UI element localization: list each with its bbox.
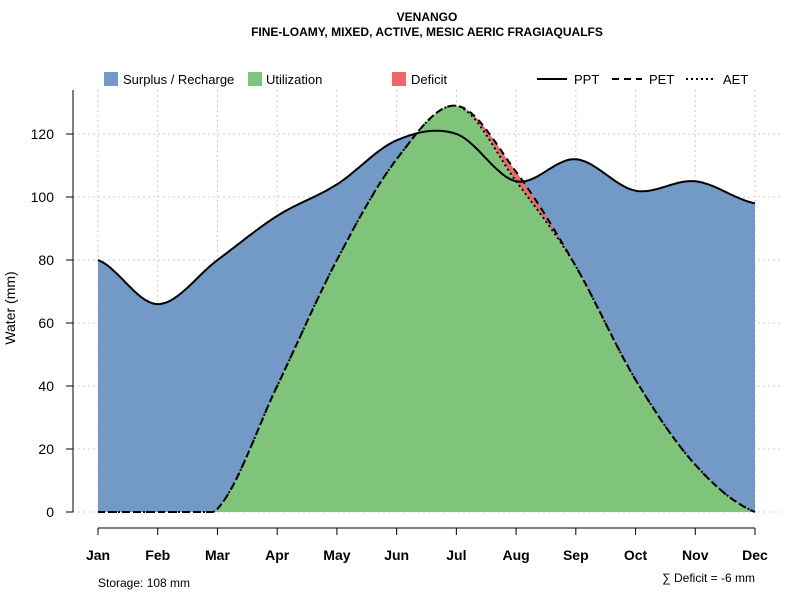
x-tick-labels: Jan Feb Mar Apr May Jun Jul Aug Sep Oct Nov Dec	[86, 547, 768, 563]
chart-subtitle: FINE-LOAMY, MIXED, ACTIVE, MESIC AERIC F…	[251, 25, 603, 39]
y-axis-label: Water (mm)	[2, 271, 18, 344]
ppt-line	[97, 129, 756, 306]
pet-line	[98, 104, 756, 513]
x-tick-label-apr: Apr	[265, 547, 290, 563]
x-tick-label-jun: Jun	[384, 547, 409, 563]
x-tick-label-sep: Sep	[563, 547, 589, 563]
legend-label-surplus: Surplus / Recharge	[123, 72, 234, 87]
x-tick-label-dec: Dec	[742, 547, 768, 563]
y-tick-label-1: 20	[38, 441, 54, 457]
x-tick-label-may: May	[323, 547, 350, 563]
x-tick-label-feb: Feb	[145, 547, 170, 563]
legend: Surplus / Recharge Utilization Deficit P…	[104, 72, 748, 87]
legend-label-utilization: Utilization	[266, 72, 322, 87]
y-tick-label-4: 80	[38, 252, 54, 268]
legend-swatch-utilization	[248, 72, 262, 86]
legend-label-aet: AET	[723, 72, 748, 87]
axes	[66, 90, 756, 535]
y-tick-label-0: 0	[46, 504, 54, 520]
x-tick-label-aug: Aug	[502, 547, 529, 563]
x-tick-label-oct: Oct	[624, 547, 648, 563]
storage-annotation: Storage: 108 mm	[98, 576, 190, 590]
legend-label-ppt: PPT	[574, 72, 599, 87]
x-tick-label-nov: Nov	[682, 547, 709, 563]
x-tick-label-mar: Mar	[205, 547, 230, 563]
x-tick-label-jul: Jul	[446, 547, 466, 563]
deficit-annotation: ∑ Deficit = -6 mm	[662, 571, 755, 585]
legend-swatch-surplus	[104, 72, 118, 86]
legend-label-pet: PET	[649, 72, 674, 87]
y-tick-label-5: 100	[31, 189, 55, 205]
y-tick-label-6: 120	[31, 126, 55, 142]
area-layers	[98, 105, 755, 512]
y-tick-labels: 0 20 40 60 80 100 120	[31, 126, 55, 520]
legend-swatch-deficit	[392, 72, 406, 86]
chart-title: VENANGO	[397, 10, 458, 24]
y-tick-label-3: 60	[38, 315, 54, 331]
aet-line	[98, 104, 756, 513]
utilization-area	[98, 105, 755, 512]
line-layers	[97, 104, 756, 513]
y-tick-label-2: 40	[38, 378, 54, 394]
x-tick-label-jan: Jan	[86, 547, 110, 563]
legend-label-deficit: Deficit	[411, 72, 448, 87]
